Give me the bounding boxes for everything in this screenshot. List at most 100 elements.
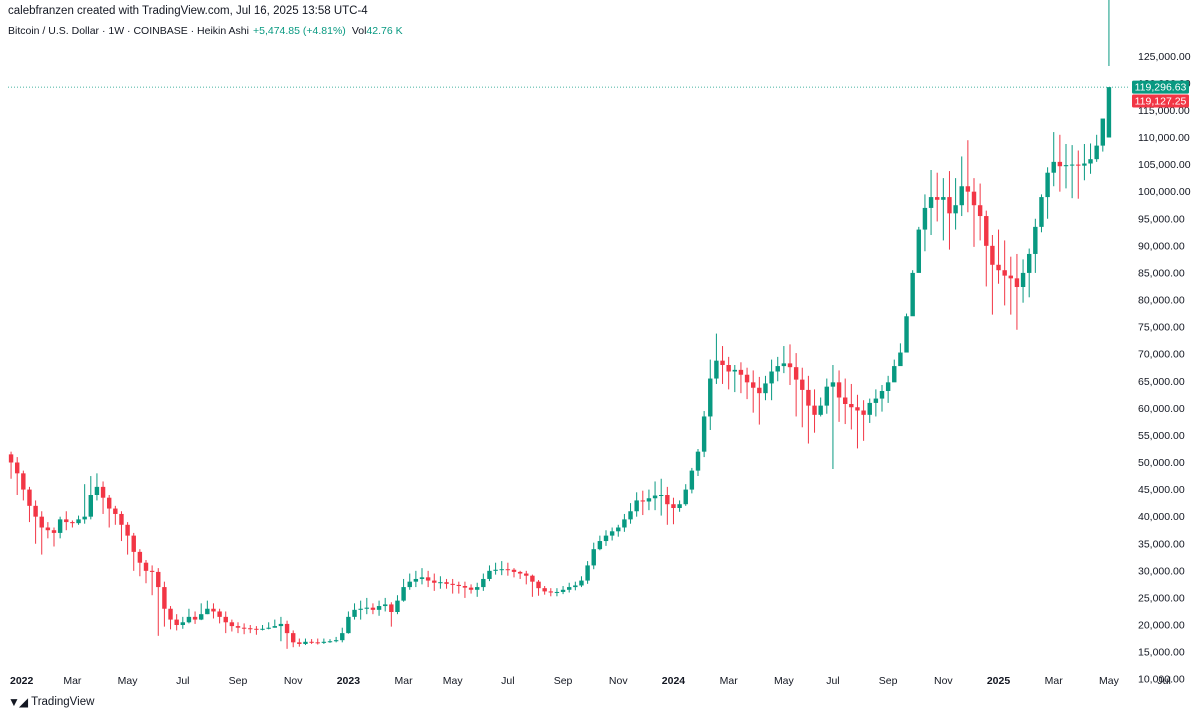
x-tick-label: Sep	[879, 675, 898, 687]
candle-body	[149, 570, 155, 572]
candle-body	[524, 573, 529, 576]
y-tick-label: 65,000.00	[1138, 376, 1185, 388]
y-tick-label: 55,000.00	[1138, 430, 1185, 442]
y-tick-label: 100,000.00	[1138, 186, 1191, 198]
candle-body	[205, 608, 210, 615]
candle-body	[106, 497, 112, 509]
y-tick-label: 95,000.00	[1138, 213, 1185, 225]
candle-body	[517, 571, 523, 574]
candle-body	[8, 454, 14, 463]
x-tick-label: May	[443, 675, 464, 687]
candle-body	[1100, 118, 1106, 146]
candle-body	[695, 451, 701, 471]
y-tick-label: 85,000.00	[1138, 267, 1185, 279]
candle-body	[131, 535, 136, 552]
candle-body	[235, 626, 241, 628]
candle-body	[775, 366, 780, 372]
price-label-badge	[1132, 94, 1189, 108]
candle-body	[266, 627, 271, 629]
candle-body	[750, 382, 756, 388]
candle-body	[88, 495, 94, 517]
tradingview-brand[interactable]: ▼◢ TradingView	[8, 695, 94, 709]
candle-body	[763, 383, 768, 394]
candle-body	[162, 587, 167, 609]
y-tick-label: 35,000.00	[1138, 538, 1185, 550]
x-tick-label: Mar	[720, 675, 739, 687]
candle-body	[732, 369, 738, 372]
y-tick-label: 80,000.00	[1138, 295, 1185, 307]
x-tick-label: Sep	[229, 675, 248, 687]
y-tick-label: 115,000.00	[1138, 105, 1190, 117]
candle-body	[738, 369, 744, 375]
candle-body	[1002, 270, 1007, 276]
candle-body	[701, 416, 707, 452]
candle-body	[119, 513, 124, 525]
candle-body	[616, 527, 621, 532]
y-tick-label: 125,000.00	[1138, 51, 1191, 63]
candle-body	[1094, 145, 1099, 160]
candle-body	[793, 367, 799, 380]
candle-body	[481, 578, 486, 588]
candle-body	[818, 405, 823, 415]
x-tick-label: Sep	[554, 675, 573, 687]
candle-body	[953, 205, 958, 214]
y-tick-label: 20,000.00	[1138, 620, 1185, 632]
candle-body	[548, 591, 554, 593]
candle-body	[333, 640, 339, 642]
candle-body	[186, 616, 192, 623]
candle-body	[432, 580, 437, 583]
candle-body	[910, 272, 915, 317]
candle-body	[677, 504, 682, 508]
candle-body	[419, 577, 425, 579]
candle-body	[916, 229, 922, 273]
symbol-legend: Bitcoin / U.S. Dollar · 1W · COINBASE · …	[8, 25, 403, 37]
candle-body	[315, 642, 320, 644]
y-tick-label: 15,000.00	[1138, 647, 1185, 659]
candle-body	[873, 398, 879, 403]
candle-body	[76, 519, 81, 524]
candle-body	[879, 391, 885, 399]
y-tick-label: 70,000.00	[1138, 349, 1185, 361]
candle-body	[1033, 226, 1038, 254]
candle-body	[33, 505, 38, 517]
candle-body	[609, 531, 615, 536]
candle-body	[303, 641, 308, 644]
x-tick-label: 2025	[987, 675, 1011, 687]
x-tick-label: Jul	[176, 675, 189, 687]
candle-body	[352, 609, 357, 617]
candle-body	[100, 486, 106, 498]
candle-body	[1008, 275, 1014, 279]
candle-body	[278, 623, 284, 627]
candle-body	[1076, 164, 1081, 166]
candle-body	[290, 633, 296, 643]
candle-body	[254, 628, 259, 630]
candle-body	[364, 607, 370, 609]
candle-body	[70, 522, 75, 524]
candle-body	[566, 587, 572, 590]
candle-body	[450, 583, 455, 585]
candle-body	[156, 571, 161, 588]
candle-body	[959, 186, 964, 206]
candle-body	[646, 498, 652, 502]
candle-body	[438, 582, 443, 584]
candle-body	[652, 495, 658, 499]
y-tick-label: 110,000.00	[1138, 132, 1190, 144]
candle-body	[1051, 161, 1056, 173]
volume-value: 42.76 K	[366, 25, 403, 37]
candle-body	[603, 535, 609, 542]
candle-body	[174, 619, 179, 625]
candle-body	[560, 589, 566, 592]
candle-body	[474, 587, 480, 590]
candle-body	[346, 616, 351, 634]
attribution-text: calebfranzen created with TradingView.co…	[8, 5, 368, 17]
candle-body	[1020, 272, 1026, 287]
candle-body	[413, 578, 419, 582]
candle-body	[143, 562, 149, 571]
candle-body	[898, 352, 903, 367]
x-tick-label: Jul	[1157, 675, 1170, 687]
candle-body	[297, 642, 302, 644]
y-tick-label: 75,000.00	[1138, 322, 1185, 334]
x-tick-label: 2023	[337, 675, 361, 687]
y-tick-label: 40,000.00	[1138, 511, 1185, 523]
